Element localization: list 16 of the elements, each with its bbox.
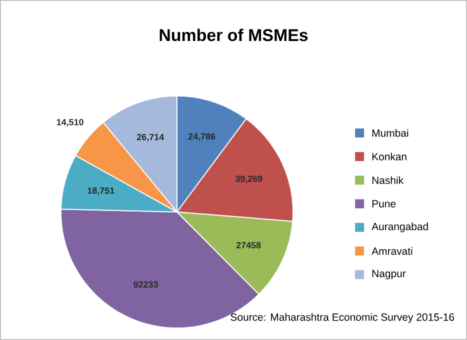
data-label: 24,786 [188,133,216,141]
legend-label: Aurangabad [372,222,428,232]
legend-label: Nagpur [372,270,406,280]
legend-label: Konkan [372,152,406,160]
legend-label: Pune [372,200,396,208]
legend-label: Amravati [372,247,412,255]
data-label: 14,510 [56,119,84,127]
data-label: 92233 [134,281,158,288]
data-label: 26,714 [136,134,164,142]
legend-label: Mumbai [372,129,408,137]
data-label: 18,751 [88,187,114,196]
data-label: 39,269 [235,176,262,184]
source-note: Source: Maharashtra Economic Survey 2015-16 [230,313,454,323]
legend-label: Nashik [372,176,404,184]
chart-title: Number of MSMEs [160,28,308,42]
data-label: 27458 [236,242,261,248]
